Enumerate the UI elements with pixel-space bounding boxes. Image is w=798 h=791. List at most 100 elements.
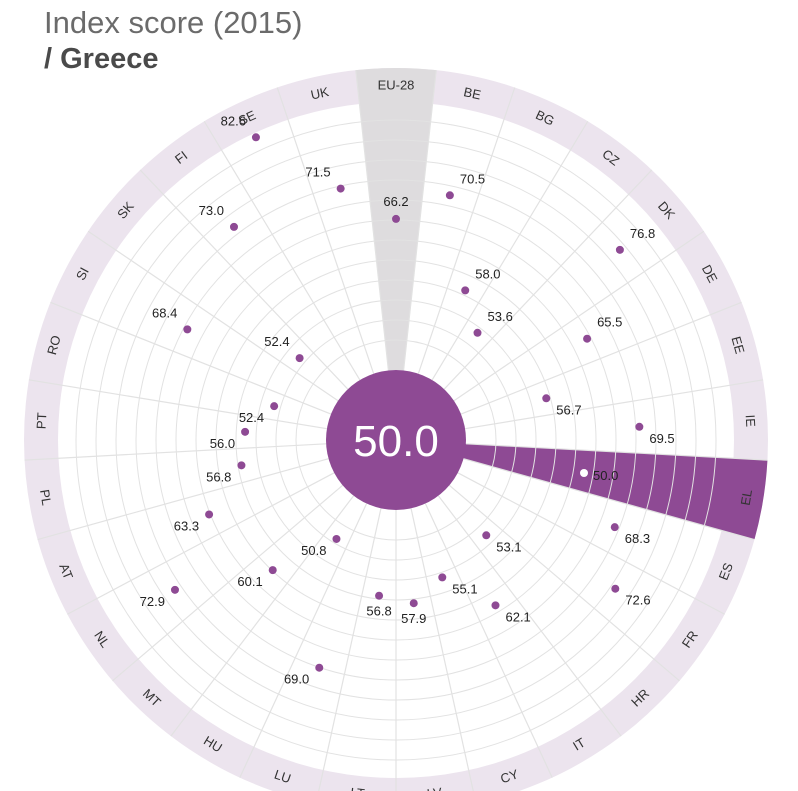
data-point-ro bbox=[270, 402, 279, 411]
country-label-ee: EE bbox=[729, 335, 748, 356]
data-point-be bbox=[445, 191, 454, 200]
value-label-lt: 56.8 bbox=[366, 604, 391, 619]
grid-spoke bbox=[318, 508, 382, 791]
chart-grid bbox=[24, 70, 768, 791]
data-point-se bbox=[251, 133, 260, 142]
country-label-cy: CY bbox=[498, 766, 520, 786]
data-point-bg bbox=[461, 286, 470, 295]
data-point-es bbox=[610, 523, 619, 532]
value-label-fr: 72.6 bbox=[625, 593, 650, 608]
data-point-si bbox=[183, 325, 192, 334]
country-label-pl: PL bbox=[37, 488, 54, 506]
grid-spoke bbox=[37, 458, 329, 541]
country-label-se: SE bbox=[236, 107, 258, 128]
data-point-at bbox=[205, 510, 214, 519]
data-point-mt bbox=[268, 566, 277, 575]
grid-spoke bbox=[463, 458, 755, 541]
chart-title: Index score (2015) bbox=[44, 5, 303, 40]
data-point-pt bbox=[241, 427, 250, 436]
value-label-lv: 57.9 bbox=[401, 611, 426, 626]
country-label-at: AT bbox=[56, 561, 76, 581]
value-label-hu: 50.8 bbox=[301, 543, 326, 558]
data-point-pl bbox=[237, 461, 246, 470]
chart-subtitle: / Greece bbox=[44, 43, 159, 75]
value-label-it: 62.1 bbox=[505, 609, 530, 624]
grid-spoke bbox=[276, 87, 375, 374]
grid-spoke bbox=[453, 230, 705, 402]
data-point-lv bbox=[409, 599, 418, 608]
value-label-pt: 56.0 bbox=[210, 436, 235, 451]
value-label-uk: 71.5 bbox=[305, 165, 330, 180]
country-label-pt: PT bbox=[34, 412, 50, 429]
grid-spoke bbox=[464, 379, 764, 430]
grid-spoke bbox=[355, 70, 390, 371]
grid-spoke bbox=[402, 70, 437, 371]
grid-spoke bbox=[170, 495, 355, 737]
grid-spoke bbox=[112, 484, 344, 682]
data-point-eu-28 bbox=[392, 214, 400, 223]
data-point-de bbox=[583, 334, 592, 343]
title-block: Index score (2015) / Greece bbox=[44, 4, 302, 76]
value-label-se: 82.6 bbox=[221, 113, 246, 128]
grid-spoke bbox=[465, 443, 768, 461]
value-label-at: 63.3 bbox=[174, 518, 199, 533]
country-label-eu-28: EU-28 bbox=[378, 78, 415, 93]
grid-spoke bbox=[203, 120, 361, 381]
data-point-it bbox=[491, 601, 500, 610]
value-label-bg: 58.0 bbox=[475, 266, 500, 281]
grid-spoke bbox=[448, 484, 680, 682]
value-label-el: 50.0 bbox=[593, 468, 618, 483]
selected-wedge bbox=[457, 443, 768, 540]
data-point-ie bbox=[635, 422, 644, 431]
data-point-cy bbox=[438, 573, 447, 582]
value-label-hr: 53.1 bbox=[496, 539, 521, 554]
grid-spoke bbox=[424, 503, 553, 778]
center-score: 50.0 bbox=[353, 417, 439, 466]
value-label-fi: 73.0 bbox=[199, 203, 224, 218]
grid-spoke bbox=[457, 472, 725, 615]
data-point-hu bbox=[332, 534, 341, 543]
country-label-be: BE bbox=[462, 84, 482, 102]
grid-spoke bbox=[139, 169, 349, 390]
grid-spoke bbox=[50, 301, 332, 415]
value-label-ie: 69.5 bbox=[649, 431, 674, 446]
country-label-lv: LV bbox=[426, 785, 443, 791]
grid-spoke bbox=[67, 472, 335, 615]
country-label-bg: BG bbox=[533, 107, 556, 129]
value-label-cz: 53.6 bbox=[488, 309, 513, 324]
value-label-be: 70.5 bbox=[460, 171, 485, 186]
value-label-ro: 52.4 bbox=[239, 410, 264, 425]
value-label-sk: 52.4 bbox=[264, 334, 289, 349]
data-point-fi bbox=[229, 222, 238, 231]
grid-spoke bbox=[460, 301, 742, 415]
value-label-de: 65.5 bbox=[597, 315, 622, 330]
value-label-lu: 69.0 bbox=[284, 672, 309, 687]
value-label-es: 68.3 bbox=[625, 531, 650, 546]
grid-spoke bbox=[431, 120, 589, 381]
data-point-nl bbox=[170, 585, 179, 594]
country-label-ie: IE bbox=[743, 414, 759, 427]
value-label-dk: 76.8 bbox=[630, 226, 655, 241]
value-label-ee: 56.7 bbox=[556, 402, 581, 417]
country-label-lu: LU bbox=[272, 767, 293, 787]
value-label-nl: 72.9 bbox=[140, 594, 165, 609]
data-point-el bbox=[580, 469, 588, 477]
data-point-cz bbox=[473, 328, 482, 337]
data-point-ee bbox=[542, 394, 551, 403]
country-label-el: EL bbox=[738, 488, 755, 506]
data-point-hr bbox=[482, 531, 491, 540]
grid-spoke bbox=[28, 379, 328, 430]
data-point-lt bbox=[375, 591, 384, 600]
country-label-uk: UK bbox=[309, 84, 330, 103]
grid-spoke bbox=[87, 230, 339, 402]
data-point-sk bbox=[295, 354, 304, 363]
value-label-pl: 56.8 bbox=[206, 469, 231, 484]
grid-spoke bbox=[410, 508, 474, 791]
data-point-uk bbox=[336, 184, 345, 193]
grid-spoke bbox=[239, 503, 368, 778]
data-point-lu bbox=[315, 663, 324, 672]
country-label-es: ES bbox=[716, 560, 736, 582]
center-disc bbox=[326, 370, 466, 510]
grid-spoke bbox=[24, 443, 327, 461]
grid-spoke bbox=[437, 495, 622, 737]
